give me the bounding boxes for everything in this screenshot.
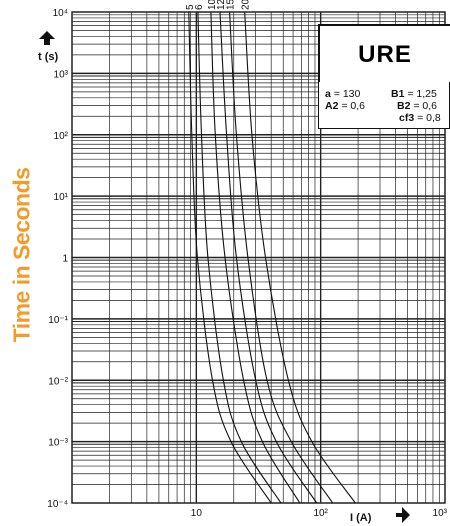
axis-titles: t (s) I (A) — [38, 31, 410, 524]
param-value-b1: 1,25 — [416, 88, 437, 100]
y-tick-label: 10⁻¹ — [48, 315, 68, 326]
curve-label-10: 10 — [207, 0, 218, 10]
y-tick-label: 10⁻² — [48, 376, 68, 387]
curve-12 — [219, 11, 318, 504]
curve-15 — [229, 11, 334, 504]
chart-title: URE — [358, 41, 412, 68]
curve-label-6: 6 — [194, 4, 205, 10]
grid — [71, 11, 446, 504]
y-axis-title: t (s) — [38, 51, 59, 63]
param-name-b1: B1 — [391, 88, 405, 100]
y-tick-label: 10² — [54, 131, 69, 142]
param-name-a: a — [325, 88, 331, 100]
param-value-b2: 0,6 — [422, 100, 438, 112]
chart-title-box: URE — [318, 24, 450, 86]
y-tick-label: 10⁻⁴ — [47, 499, 68, 510]
tick-labels: 10⁴ 10³ 10² 10¹ 1 10⁻¹ 10⁻² 10⁻³ 10⁻⁴ 10 10² 10³ — [47, 8, 447, 519]
up-arrow-icon — [39, 31, 55, 45]
y-tick-label: 10¹ — [54, 192, 69, 203]
curve-label-12: 12 — [216, 0, 227, 10]
curve-label-15: 15 — [226, 0, 237, 10]
curve-6 — [197, 11, 282, 504]
param-value-a2: 0,6 — [350, 100, 366, 112]
y-tick-label: 10³ — [54, 69, 69, 80]
y-tick-label: 10⁴ — [53, 8, 68, 19]
curve-5 — [188, 11, 272, 504]
curve-10 — [210, 11, 301, 504]
param-name-a2: A2 — [325, 100, 339, 112]
curve-label-20: 20 — [241, 0, 252, 10]
param-value-a: 130 — [342, 88, 361, 100]
y-tick-label: 10⁻³ — [48, 438, 68, 449]
x-tick-label: 10² — [313, 508, 328, 519]
parameters-box: a = 130 B1 = 1,25 A2 = 0,6 B2 = 0,6 cf3 … — [318, 82, 450, 129]
y-tick-label: 1 — [62, 254, 68, 265]
param-value-cf3: 0,8 — [426, 112, 441, 124]
curve-label-5: 5 — [185, 4, 196, 10]
curve-20 — [244, 11, 356, 504]
x-tick-label: 10³ — [433, 508, 448, 519]
x-axis-title: I (A) — [350, 512, 372, 524]
param-name-cf3: cf3 — [399, 112, 415, 124]
right-arrow-icon — [396, 507, 410, 523]
x-tick-label: 10 — [191, 508, 203, 519]
param-name-b2: B2 — [397, 100, 411, 112]
